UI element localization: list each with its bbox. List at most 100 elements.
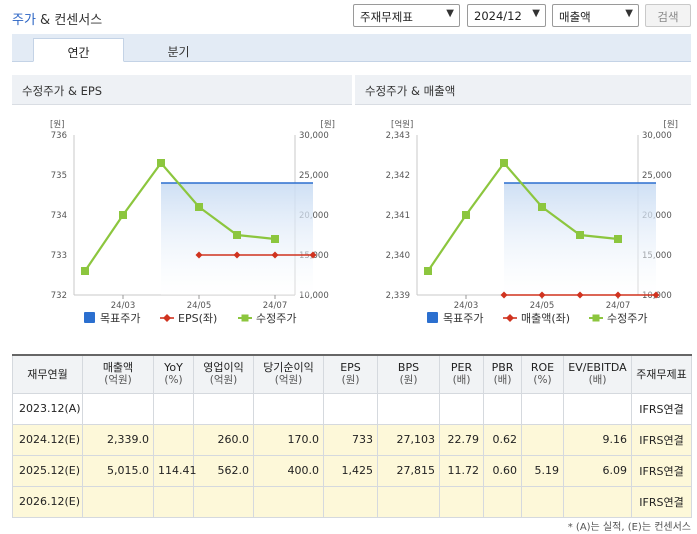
column-header: 매출액 (억원) xyxy=(82,354,154,394)
header: 주가 & 컨센서스 주재무제표 ▼ 2024/12 ▼ 매출액 ▼ 검색 xyxy=(0,0,697,34)
tab-quarterly[interactable]: 분기 xyxy=(167,45,190,59)
table-cell xyxy=(153,392,194,425)
x-tick-label: 24/03 xyxy=(111,301,136,311)
column-header: 당기순이익 (억원) xyxy=(253,354,324,394)
table-cell: 9.16 xyxy=(563,423,632,456)
left-tick-label: 2,341 xyxy=(386,211,410,221)
left-tick-label: 2,342 xyxy=(386,171,410,181)
x-tick-label: 24/07 xyxy=(606,301,631,311)
price-series-point xyxy=(157,159,165,167)
table-cell: 22.79 xyxy=(439,423,484,456)
left-tick-label: 2,340 xyxy=(386,251,410,261)
table-cell xyxy=(483,485,522,518)
search-button[interactable]: 검색 xyxy=(645,4,691,27)
legend-left-label: EPS(좌) xyxy=(178,312,217,325)
table-cell: IFRS연결 xyxy=(631,454,692,487)
left-tick-label: 736 xyxy=(51,131,67,141)
left-tick-label: 733 xyxy=(51,251,67,261)
price-series-point xyxy=(424,267,432,275)
table-cell: IFRS연결 xyxy=(631,392,692,425)
column-header-unit: (원) xyxy=(399,374,418,387)
table-cell xyxy=(323,485,378,518)
page-title: 주가 & 컨센서스 xyxy=(12,9,102,28)
table-cell: 2,339.0 xyxy=(82,423,154,456)
price-series-point xyxy=(233,231,241,239)
tab-annual[interactable]: 연간 xyxy=(33,38,124,62)
column-header-unit: (원) xyxy=(341,374,360,387)
price-series-point xyxy=(195,203,203,211)
column-header-label: PBR xyxy=(491,361,514,375)
right-tick-label: 20,000 xyxy=(642,211,672,221)
table-cell: 562.0 xyxy=(193,454,254,487)
left-tick-label: 2,339 xyxy=(386,291,410,301)
price-series-line xyxy=(427,161,619,272)
left-series-point xyxy=(652,291,660,299)
column-header-unit: (배) xyxy=(493,374,512,387)
price-series-point xyxy=(119,211,127,219)
table-cell: 260.0 xyxy=(193,423,254,456)
column-header-label: 영업이익 xyxy=(203,361,244,375)
statement-type-value: 주재무제표 xyxy=(360,10,413,24)
table-cell xyxy=(253,392,324,425)
x-tick-label: 24/03 xyxy=(454,301,479,311)
column-header-label: YoY xyxy=(164,361,183,375)
legend-price-label: 수정주가 xyxy=(256,312,296,325)
left-tick-label: 734 xyxy=(51,211,67,221)
column-header: 재무연월 xyxy=(12,354,83,394)
table-cell xyxy=(563,485,632,518)
right-tick-label: 30,000 xyxy=(299,131,329,141)
column-header-unit: (배) xyxy=(588,374,607,387)
column-header: ROE (%) xyxy=(521,354,564,394)
x-tick-label: 24/05 xyxy=(530,301,555,311)
left-axis-unit: [원] xyxy=(50,120,64,130)
table-cell: 5,015.0 xyxy=(82,454,154,487)
price-series-point xyxy=(271,235,279,243)
metric-value: 매출액 xyxy=(559,10,591,24)
right-tick-label: 25,000 xyxy=(642,171,672,181)
price-series-point xyxy=(614,235,622,243)
legend-left-swatch-point xyxy=(163,314,171,322)
table-cell xyxy=(377,392,440,425)
table-cell: 11.72 xyxy=(439,454,484,487)
legend-target-swatch xyxy=(84,312,95,323)
table-cell: 27,103 xyxy=(377,423,440,456)
table-cell: 27,815 xyxy=(377,454,440,487)
table-cell: 170.0 xyxy=(253,423,324,456)
right-tick-label: 30,000 xyxy=(642,131,672,141)
table-cell: 400.0 xyxy=(253,454,324,487)
price-series-point xyxy=(81,267,89,275)
column-header-unit: (억원) xyxy=(274,374,303,387)
statement-type-select[interactable]: 주재무제표 ▼ xyxy=(353,4,460,27)
left-series-point xyxy=(576,291,584,299)
price-series-point xyxy=(462,211,470,219)
chevron-down-icon: ▼ xyxy=(532,8,540,19)
metric-select[interactable]: 매출액 ▼ xyxy=(552,4,639,27)
chart-panel-eps: 수정주가 & EPS [원] [원] 736 735 734 733 732 30,000 25… xyxy=(12,75,352,333)
table-cell xyxy=(323,392,378,425)
left-series-point xyxy=(500,291,508,299)
table-row: 2024.12(E) 2,339.0 260.0 170.0 733 27,103 22.7… xyxy=(12,423,692,456)
table-cell: 733 xyxy=(323,423,378,456)
table-row: 2026.12(E) IFRS연결 xyxy=(12,485,692,518)
table-cell xyxy=(82,392,154,425)
column-header-label: EV/EBITDA xyxy=(568,361,627,375)
right-tick-label: 10,000 xyxy=(299,291,329,301)
x-tick-label: 24/05 xyxy=(187,301,212,311)
price-sales-chart: [억원] [원] 2,343 2,342 2,341 2,340 2,339 30,000 25… xyxy=(386,119,678,325)
table-row: 2023.12(A) IFRS연결 xyxy=(12,392,692,425)
table-cell: 0.62 xyxy=(483,423,522,456)
column-header-label: 주재무제표 xyxy=(636,367,687,381)
table-body: 2023.12(A) IFRS연결 2024.12(E) 2,339.0 260.0 17… xyxy=(12,392,692,518)
period-cell: 2026.12(E) xyxy=(12,485,83,518)
column-header-label: ROE xyxy=(530,361,555,375)
right-axis-unit: [원] xyxy=(664,120,678,130)
table-cell: 6.09 xyxy=(563,454,632,487)
left-series-point xyxy=(271,251,279,259)
period-select[interactable]: 2024/12 ▼ xyxy=(467,4,546,27)
left-tick-label: 732 xyxy=(51,291,67,301)
column-header-label: 당기순이익 xyxy=(263,361,314,375)
table-cell xyxy=(439,485,484,518)
price-eps-chart: [원] [원]73673573473373230,00025,00020,0001… xyxy=(50,120,335,325)
chart-title: 수정주가 & EPS xyxy=(12,75,352,105)
column-header-label: PER xyxy=(450,361,473,375)
